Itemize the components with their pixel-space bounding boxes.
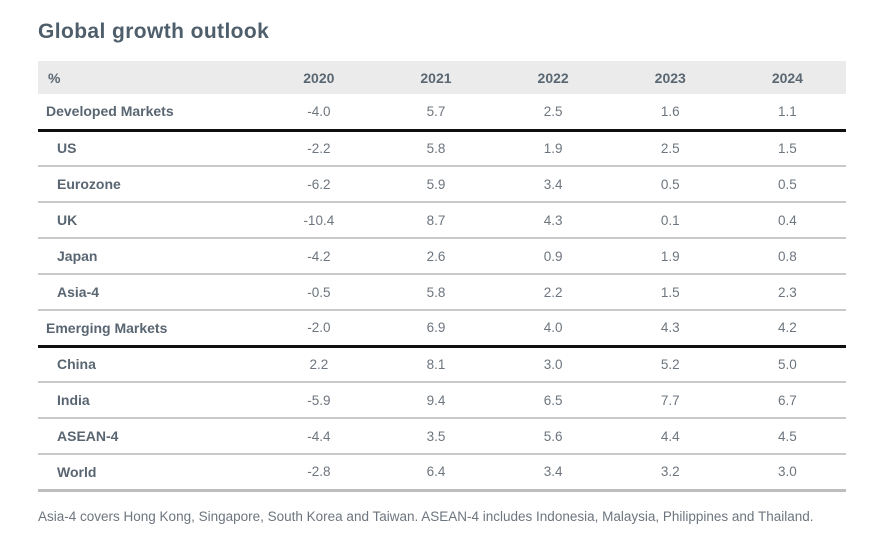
value-cell: 5.9 — [426, 176, 446, 192]
row-label: World — [57, 463, 97, 480]
value-cell: 3.4 — [543, 464, 563, 480]
value-cell: -2.8 — [307, 464, 331, 480]
table-body: Developed Markets -4.0 5.7 2.5 1.6 1.1 US -2.2 5… — [38, 94, 846, 490]
row-label: US — [57, 140, 77, 157]
table-row: India -5.9 9.4 6.5 7.7 6.7 — [38, 382, 846, 418]
value-cell: 3.0 — [778, 464, 797, 480]
value-cell: 0.8 — [778, 248, 797, 264]
value-cell: 2.3 — [778, 284, 797, 300]
value-cell: 4.4 — [660, 428, 680, 444]
value-cell: 4.5 — [778, 428, 797, 444]
value-cell: -4.0 — [307, 103, 331, 119]
row-label: ASEAN-4 — [57, 428, 119, 444]
table-header: % 2020 2021 2022 2023 2024 — [38, 61, 846, 94]
value-cell: 0.1 — [660, 212, 680, 228]
value-cell: 2.2 — [309, 356, 329, 372]
value-cell: 8.1 — [426, 356, 446, 372]
growth-outlook-table: % 2020 2021 2022 2023 2024 Developed Mar… — [38, 61, 846, 492]
value-cell: 0.5 — [778, 176, 797, 192]
table-row: US -2.2 5.8 1.9 2.5 1.5 — [38, 130, 846, 166]
value-cell: 4.3 — [660, 320, 680, 336]
table-row: World -2.8 6.4 3.4 3.2 3.0 — [38, 454, 846, 490]
value-cell: 4.3 — [543, 212, 563, 228]
header-year-2023: 2023 — [611, 61, 729, 94]
value-cell: 4.0 — [543, 320, 563, 336]
value-cell: 7.7 — [660, 392, 680, 408]
value-cell: 5.6 — [543, 428, 563, 444]
value-cell: -5.9 — [307, 392, 331, 408]
value-cell: -10.4 — [303, 212, 335, 228]
value-cell: 6.7 — [778, 392, 797, 408]
row-label: Emerging Markets — [46, 319, 168, 336]
table-row: Eurozone -6.2 5.9 3.4 0.5 0.5 — [38, 166, 846, 202]
value-cell: 6.4 — [426, 464, 446, 480]
row-label: Asia-4 — [57, 284, 100, 300]
value-cell: -4.4 — [307, 428, 331, 444]
value-cell: 1.5 — [660, 284, 680, 300]
page-title: Global growth outlook — [38, 20, 270, 43]
value-cell: 2.6 — [426, 248, 446, 264]
footnote: Asia-4 covers Hong Kong, Singapore, Sout… — [38, 508, 814, 524]
table-row: ASEAN-4 -4.4 3.5 5.6 4.4 4.5 — [38, 418, 846, 454]
value-cell: 2.5 — [660, 140, 680, 156]
table-row: UK -10.4 8.7 4.3 0.1 0.4 — [38, 202, 846, 238]
value-cell: 5.2 — [660, 356, 680, 372]
value-cell: 0.5 — [660, 176, 680, 192]
table-row: Asia-4 -0.5 5.8 2.2 1.5 2.3 — [38, 274, 846, 310]
value-cell: 1.9 — [660, 248, 680, 264]
header-row: % 2020 2021 2022 2023 2024 — [38, 61, 846, 94]
header-unit-label: % — [38, 61, 261, 94]
value-cell: 2.2 — [543, 284, 563, 300]
value-cell: 3.0 — [543, 356, 563, 372]
value-cell: 3.5 — [426, 428, 446, 444]
header-year-2022: 2022 — [494, 61, 612, 94]
value-cell: 6.5 — [543, 392, 563, 408]
row-label: China — [57, 356, 96, 373]
value-cell: -2.2 — [307, 140, 331, 156]
table-row: Japan -4.2 2.6 0.9 1.9 0.8 — [38, 238, 846, 274]
table-row: China 2.2 8.1 3.0 5.2 5.0 — [38, 346, 846, 382]
value-cell: 8.7 — [426, 212, 446, 228]
group-row: Emerging Markets -2.0 6.9 4.0 4.3 4.2 — [38, 310, 846, 346]
row-label: Eurozone — [57, 176, 121, 192]
row-label: Developed Markets — [46, 103, 174, 120]
group-row: Developed Markets -4.0 5.7 2.5 1.6 1.1 — [38, 94, 846, 130]
row-label: India — [57, 392, 90, 408]
value-cell: 4.2 — [778, 320, 797, 336]
value-cell: 1.6 — [660, 103, 680, 119]
value-cell: 0.9 — [543, 248, 563, 264]
header-year-2024: 2024 — [728, 61, 846, 94]
value-cell: -6.2 — [307, 176, 331, 192]
value-cell: 5.8 — [426, 284, 446, 300]
row-label: Japan — [57, 248, 98, 264]
value-cell: 9.4 — [426, 392, 446, 408]
page: Global growth outlook % 2020 2021 2022 2… — [0, 20, 883, 545]
value-cell: 5.0 — [778, 356, 797, 372]
value-cell: -0.5 — [307, 284, 331, 300]
value-cell: -2.0 — [307, 320, 331, 336]
value-cell: 5.8 — [426, 140, 446, 156]
value-cell: 5.7 — [426, 103, 446, 119]
value-cell: 0.4 — [778, 212, 797, 228]
row-label: UK — [57, 212, 78, 228]
value-cell: 3.2 — [660, 464, 680, 480]
value-cell: 1.5 — [778, 140, 797, 156]
value-cell: 2.5 — [543, 103, 563, 119]
value-cell: 6.9 — [426, 320, 446, 336]
value-cell: 1.9 — [543, 140, 563, 156]
value-cell: 1.1 — [778, 103, 797, 119]
header-year-2020: 2020 — [260, 61, 378, 94]
header-year-2021: 2021 — [377, 61, 495, 94]
value-cell: 3.4 — [543, 176, 563, 192]
value-cell: -4.2 — [307, 248, 331, 264]
